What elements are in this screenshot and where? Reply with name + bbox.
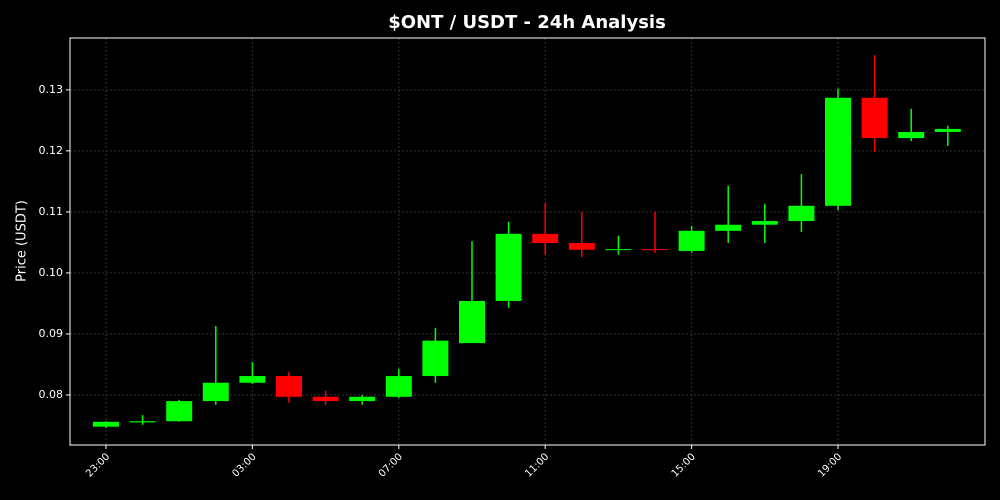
- y-tick-label: 0.10: [39, 266, 64, 279]
- candle-body: [166, 401, 193, 422]
- candle-body: [605, 249, 632, 251]
- candle-body: [239, 376, 266, 383]
- y-axis-label: Price (USDT): [15, 200, 30, 282]
- candle-body: [276, 376, 302, 397]
- candle-body: [495, 233, 522, 301]
- candle-body: [715, 224, 742, 231]
- candle-body: [898, 131, 925, 139]
- candle-body: [385, 376, 412, 397]
- candle-body: [568, 243, 595, 250]
- candle-body: [678, 230, 705, 251]
- y-tick-label: 0.13: [39, 83, 64, 96]
- candle-body: [459, 300, 485, 344]
- candle-body: [312, 396, 339, 402]
- candle-body: [422, 340, 449, 377]
- x-tick-label: 23:00: [84, 451, 112, 479]
- candle-body: [349, 396, 376, 402]
- candle-body: [934, 128, 961, 132]
- candle-body: [825, 97, 851, 206]
- y-tick-label: 0.11: [39, 205, 64, 218]
- y-tick-label: 0.08: [39, 388, 64, 401]
- candle-body: [642, 249, 668, 251]
- candle-body: [532, 233, 559, 244]
- candle-body: [751, 221, 778, 225]
- y-tick-label: 0.09: [39, 327, 64, 340]
- candle-body: [93, 421, 119, 427]
- x-tick-label: 15:00: [670, 451, 698, 479]
- candle-body: [788, 205, 815, 222]
- candle-body: [861, 97, 888, 139]
- candle-body: [202, 382, 229, 402]
- x-tick-label: 07:00: [377, 451, 405, 479]
- plot-frame: [69, 37, 986, 446]
- x-tick-label: 03:00: [230, 451, 258, 479]
- x-tick-label: 11:00: [523, 451, 551, 479]
- chart-title: $ONT / USDT - 24h Analysis: [388, 12, 666, 33]
- y-tick-label: 0.12: [39, 144, 64, 157]
- x-tick-label: 19:00: [816, 451, 844, 479]
- candle-body: [129, 421, 156, 423]
